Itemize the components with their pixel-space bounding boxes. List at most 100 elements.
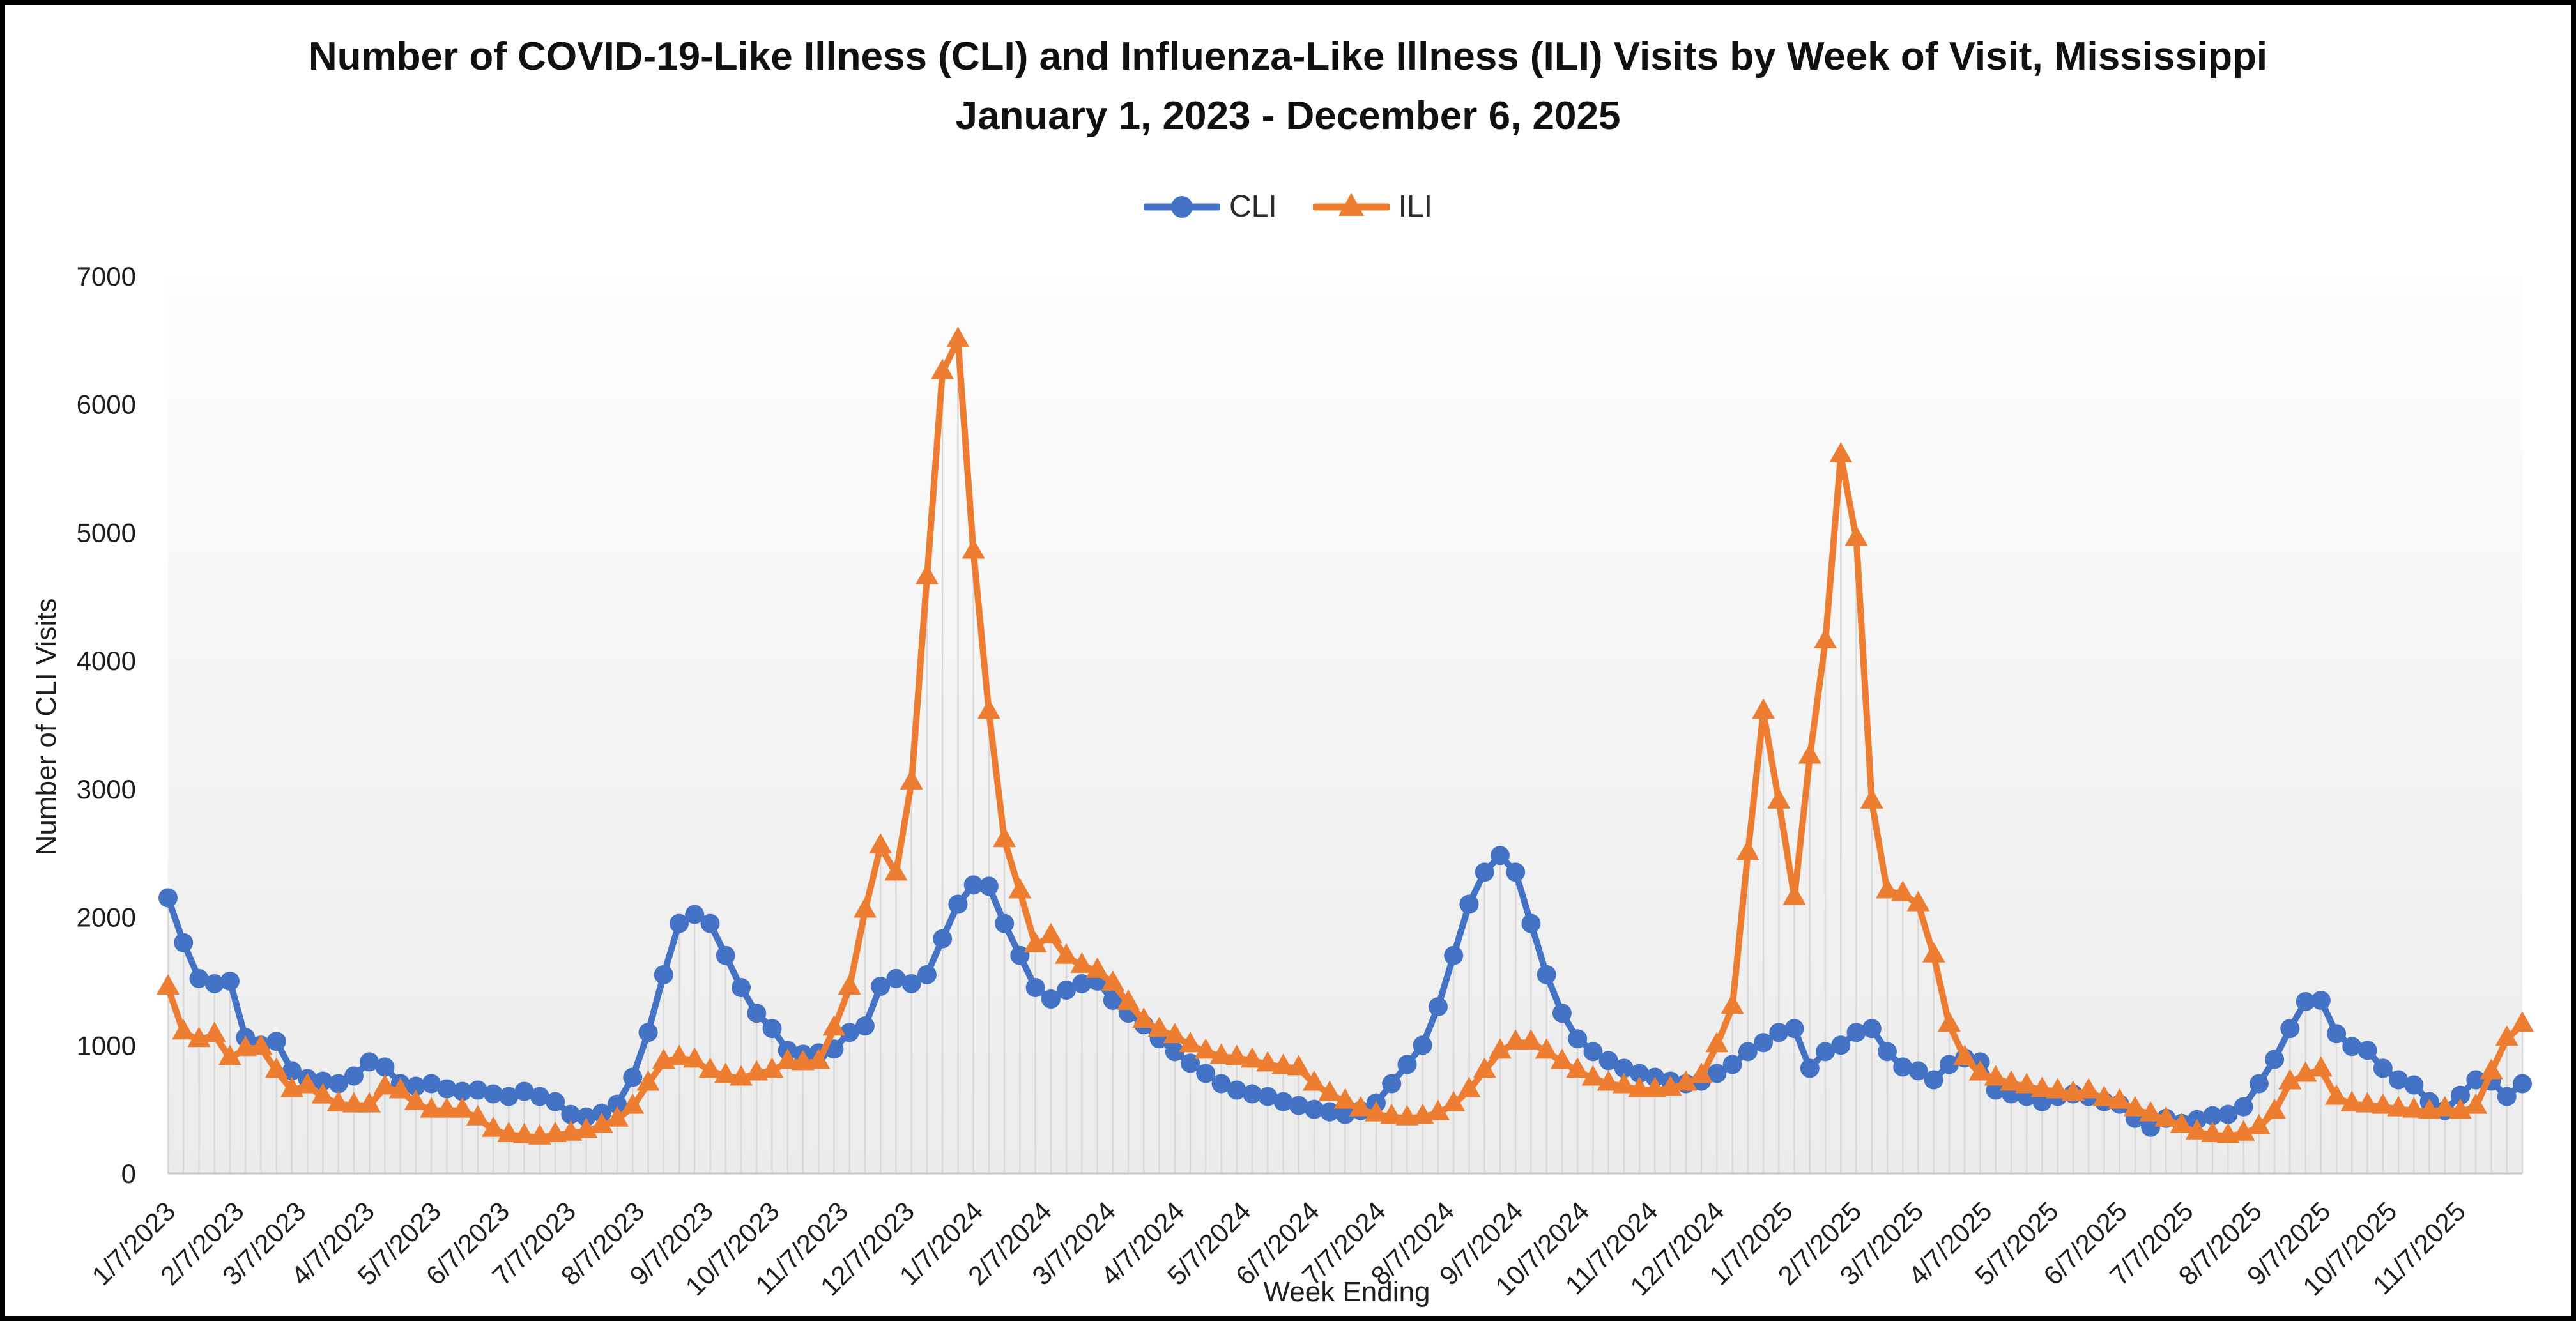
marker-cli: [1211, 1074, 1231, 1094]
marker-ili: [1519, 1029, 1543, 1050]
marker-ili: [512, 1122, 536, 1143]
marker-ili: [590, 1112, 613, 1133]
y-tick-label: 5000: [77, 517, 136, 547]
marker-ili: [1225, 1044, 1248, 1065]
marker-ili: [1659, 1075, 1682, 1096]
marker-ili: [1070, 952, 1094, 973]
y-tick-label: 1000: [77, 1030, 136, 1060]
marker-cli: [2358, 1041, 2377, 1060]
marker-ili: [1690, 1062, 1713, 1083]
marker-cli: [2327, 1024, 2347, 1044]
marker-cli: [422, 1074, 441, 1094]
marker-cli: [886, 968, 906, 988]
marker-ili: [218, 1044, 241, 1065]
marker-cli: [1521, 913, 1541, 933]
marker-cli: [1738, 1042, 1758, 1062]
marker-cli: [1707, 1064, 1727, 1083]
marker-ili: [296, 1073, 319, 1094]
marker-cli: [1583, 1042, 1603, 1062]
marker-cli: [468, 1080, 487, 1100]
marker-ili: [1271, 1053, 1295, 1074]
marker-ili: [1117, 989, 1140, 1011]
marker-cli: [1754, 1033, 1774, 1053]
marker-ili: [730, 1065, 753, 1086]
marker-cli: [654, 965, 673, 984]
marker-ili: [1442, 1090, 1466, 1111]
marker-cli: [406, 1076, 425, 1096]
marker-cli: [1893, 1057, 1913, 1077]
marker-ili: [1008, 878, 1032, 899]
marker-ili: [1318, 1080, 1342, 1101]
marker-ili: [2356, 1092, 2379, 1113]
marker-cli: [1025, 977, 1045, 997]
circle-marker-icon: [1143, 195, 1220, 218]
marker-ili: [1674, 1070, 1698, 1091]
marker-ili: [807, 1048, 831, 1069]
marker-ili: [884, 860, 908, 881]
marker-ili: [1891, 880, 1915, 901]
marker-cli: [1769, 1023, 1789, 1042]
marker-cli: [1506, 862, 1526, 882]
marker-ili: [2402, 1097, 2426, 1118]
marker-cli: [1103, 991, 1123, 1011]
marker-cli: [716, 945, 735, 965]
marker-ili: [482, 1116, 505, 1137]
marker-ili: [358, 1092, 381, 1113]
marker-ili: [1256, 1051, 1280, 1072]
marker-cli: [1320, 1102, 1340, 1122]
marker-cli: [1289, 1096, 1308, 1115]
marker-ili: [404, 1089, 427, 1110]
marker-cli: [1305, 1099, 1324, 1119]
marker-cli: [2513, 1074, 2532, 1094]
marker-ili: [668, 1044, 691, 1065]
marker-cli: [979, 876, 999, 896]
marker-ili: [1132, 1007, 1156, 1028]
marker-cli: [1908, 1061, 1928, 1081]
marker-ili: [2480, 1058, 2503, 1080]
marker-cli: [1924, 1070, 1943, 1090]
marker-cli: [1722, 1055, 1742, 1074]
marker-cli: [1784, 1019, 1804, 1039]
marker-cli: [762, 1019, 782, 1039]
marker-ili: [2387, 1096, 2411, 1117]
triangle-marker-icon: [1312, 192, 1390, 216]
marker-ili: [915, 563, 939, 584]
marker-ili: [450, 1097, 474, 1118]
marker-cli: [1041, 989, 1061, 1009]
marker-cli: [313, 1071, 333, 1091]
marker-cli: [1831, 1035, 1851, 1055]
marker-cli: [1010, 945, 1030, 965]
marker-cli: [747, 1004, 767, 1023]
marker-ili: [342, 1092, 365, 1113]
marker-cli: [1630, 1064, 1650, 1083]
y-tick-label: 2000: [77, 903, 136, 933]
marker-ili: [2015, 1073, 2039, 1094]
marker-ili: [1023, 931, 1047, 952]
marker-ili: [1876, 878, 1899, 899]
marker-ili: [2511, 1011, 2534, 1032]
marker-ili: [2464, 1093, 2488, 1114]
marker-ili: [636, 1070, 660, 1091]
marker-ili: [1085, 957, 1109, 978]
marker-ili: [621, 1093, 645, 1114]
marker-ili: [1550, 1048, 1574, 1069]
marker-ili: [157, 974, 180, 995]
marker-ili: [203, 1021, 226, 1042]
marker-cli: [2203, 1106, 2223, 1126]
marker-cli: [839, 1023, 859, 1042]
marker-ili: [1937, 1011, 1961, 1032]
y-axis-title: Number of CLI Visits: [31, 598, 62, 856]
marker-cli: [901, 974, 921, 993]
marker-cli: [437, 1079, 457, 1099]
marker-ili: [962, 538, 985, 559]
marker-cli: [700, 913, 720, 933]
marker-ili: [853, 897, 877, 918]
marker-ili: [2077, 1078, 2101, 1099]
marker-ili: [977, 698, 1000, 719]
marker-cli: [452, 1081, 472, 1101]
marker-ili: [1457, 1076, 1481, 1097]
marker-ili: [1055, 943, 1078, 964]
marker-ili: [1380, 1103, 1404, 1124]
chart-title: Number of COVID-19-Like Illness (CLI) an…: [308, 34, 2268, 138]
marker-ili: [993, 827, 1016, 848]
